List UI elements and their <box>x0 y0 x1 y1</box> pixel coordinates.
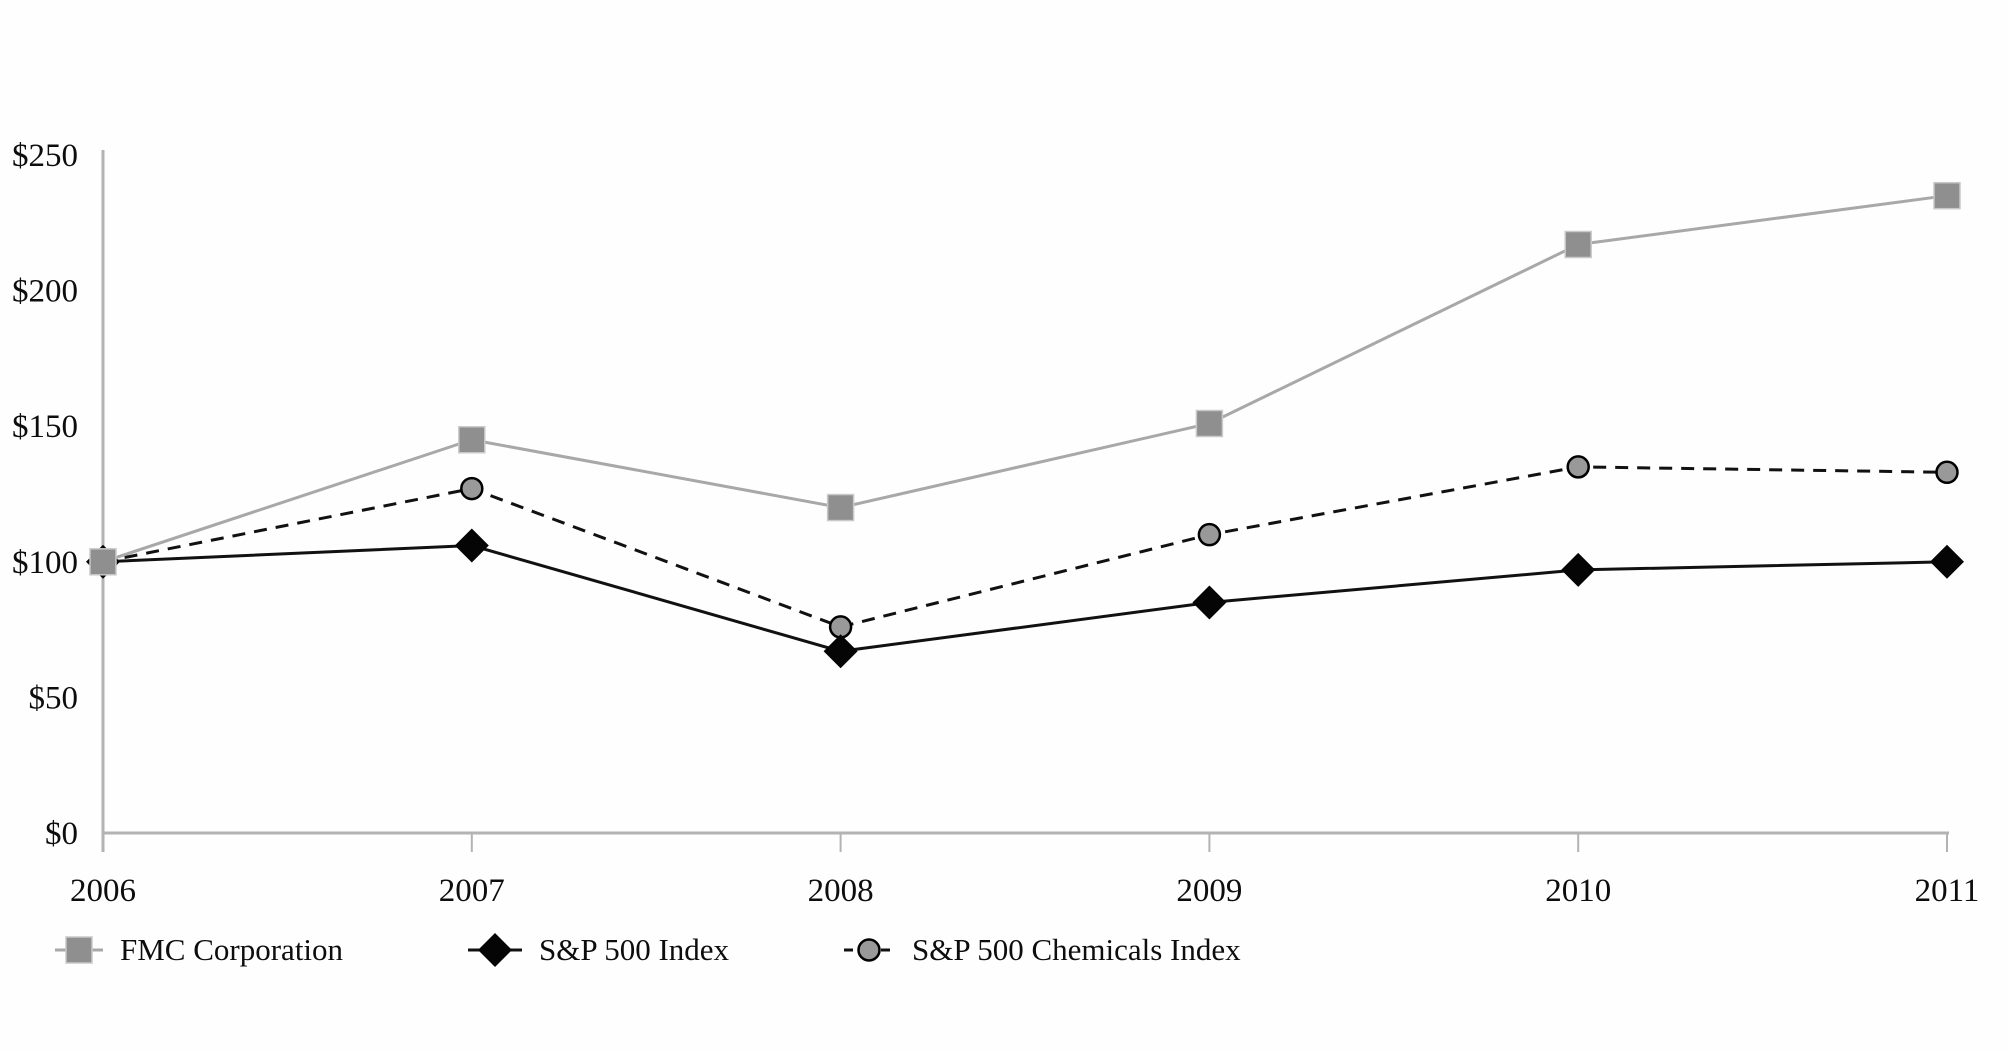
y-axis-tick-label: $200 <box>12 274 78 310</box>
data-point-marker-circle <box>828 615 853 639</box>
legend-label-sp500-index: S&P 500 Index <box>539 932 730 967</box>
legend-label-sp500-chemicals-index: S&P 500 Chemicals Index <box>912 932 1241 967</box>
chart-legend: FMC Corporation S&P 500 Index S&P 500 Ch… <box>0 924 2008 976</box>
data-point-marker-square <box>1195 409 1224 438</box>
data-point-marker-square <box>1933 181 1961 210</box>
y-axis-tick-label: $250 <box>12 138 78 174</box>
data-point-marker-circle <box>460 476 484 501</box>
legend-item-fmc-corporation: FMC Corporation <box>55 924 343 976</box>
data-point-marker-circle <box>1197 522 1222 547</box>
sp500-chemicals-circle-marker-icon <box>843 936 895 964</box>
legend-label-fmc-corporation: FMC Corporation <box>120 932 344 967</box>
data-point-marker-diamond <box>454 528 489 563</box>
x-axis-tick-label: 2007 <box>439 873 505 909</box>
y-axis-tick-label: $0 <box>45 816 78 852</box>
y-axis-tick-label: $100 <box>12 545 78 581</box>
data-point-marker-square <box>1564 230 1592 259</box>
x-axis-tick-label: 2006 <box>70 873 136 909</box>
data-point-marker-circle <box>1566 455 1590 479</box>
data-point-marker-diamond <box>1192 585 1227 620</box>
series-line-circle <box>102 465 1948 629</box>
legend-item-sp500-index: S&P 500 Index <box>468 924 729 976</box>
sp500-diamond-marker-icon <box>468 932 522 968</box>
data-point-marker-circle <box>1935 460 1959 485</box>
data-point-marker-square <box>826 493 855 522</box>
series-line-square <box>102 194 1948 564</box>
y-axis-tick-label: $150 <box>12 409 78 445</box>
series-line-diamond <box>102 544 1948 653</box>
data-point-marker-square <box>458 426 486 454</box>
data-point-marker-diamond <box>1561 552 1596 587</box>
x-axis-tick-label: 2008 <box>808 873 874 909</box>
legend-item-sp500-chemicals-index: S&P 500 Chemicals Index <box>843 924 1241 976</box>
data-point-marker-diamond <box>823 634 858 669</box>
x-axis-tick-label: 2009 <box>1176 873 1242 909</box>
x-axis-tick-label: 2010 <box>1545 873 1611 909</box>
data-point-marker-square <box>89 548 117 576</box>
data-point-marker-diamond <box>1930 544 1964 579</box>
x-axis-tick-label: 2011 <box>1915 873 1980 909</box>
y-axis-tick-label: $50 <box>29 680 79 716</box>
fmc-square-marker-icon <box>55 936 103 964</box>
